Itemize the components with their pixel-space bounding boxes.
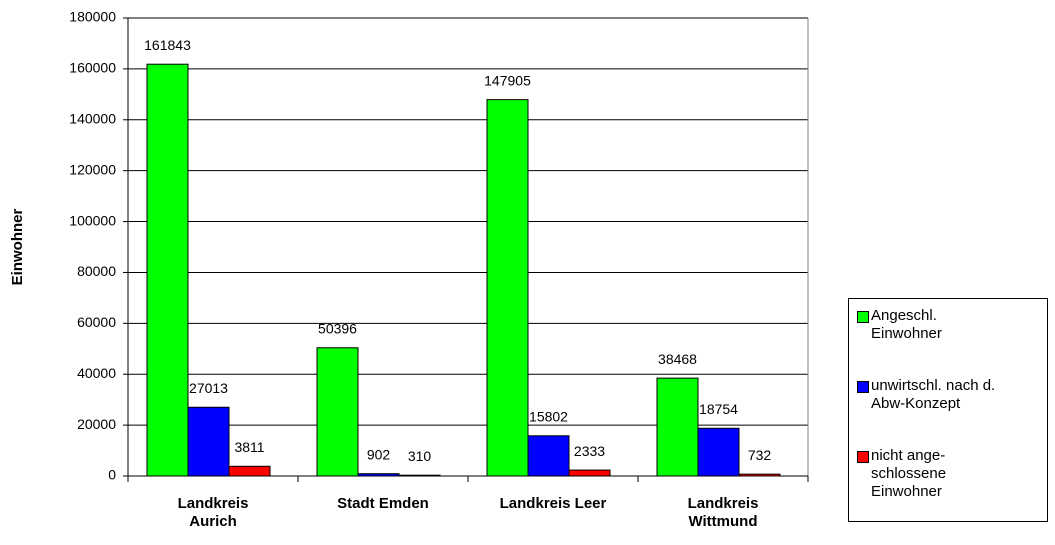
legend-swatch [857,451,869,463]
y-tick-label: 80000 [77,263,116,279]
y-tick-label: 60000 [77,314,116,330]
value-label: 15802 [529,408,568,424]
bar [486,99,529,477]
x-tick-label: Landkreis Leer [499,495,607,512]
bar [398,474,441,477]
value-label: 3811 [234,439,264,455]
legend-item: Angeschl. Einwohner [857,307,942,343]
legend-label: nicht ange- schlossene Einwohner [871,447,947,500]
value-label: 310 [408,448,432,464]
legend-item: nicht ange- schlossene Einwohner [857,447,946,501]
legend-label: Angeschl. Einwohner [871,307,942,342]
y-tick-label: 180000 [69,9,116,25]
value-label: 161843 [144,37,191,53]
y-axis-label: Einwohner [9,209,26,286]
bar [738,473,781,477]
bar [316,347,359,477]
y-tick-label: 120000 [69,161,116,177]
bar [187,406,230,477]
x-tick-label: Landkreis Aurich [177,495,249,530]
legend-swatch [857,311,869,323]
y-tick-label: 40000 [77,365,116,381]
value-label: 147905 [484,72,531,88]
bar [656,377,699,477]
bar [357,473,400,477]
value-label: 38468 [658,351,697,367]
value-label: 732 [748,447,772,463]
y-tick-label: 140000 [69,110,116,126]
bar [228,465,271,477]
legend-swatch [857,381,869,393]
x-tick-label: Stadt Emden [337,495,429,512]
y-tick-label: 20000 [77,416,116,432]
value-label: 50396 [318,320,357,336]
value-label: 902 [367,446,391,462]
value-label: 18754 [699,401,738,417]
bar [568,469,611,477]
bar [146,63,189,477]
y-tick-label: 0 [108,467,116,483]
bar [527,435,570,477]
bar [697,427,740,477]
y-tick-label: 160000 [69,60,116,76]
x-tick-label: Landkreis Wittmund [687,495,759,530]
legend: Angeschl. Einwohner unwirtschl. nach d. A… [848,298,1048,522]
legend-label: unwirtschl. nach d. Abw-Konzept [871,377,996,412]
y-tick-label: 100000 [69,212,116,228]
legend-item: unwirtschl. nach d. Abw-Konzept [857,377,995,413]
value-label: 27013 [189,380,228,396]
value-label: 2333 [574,443,605,459]
